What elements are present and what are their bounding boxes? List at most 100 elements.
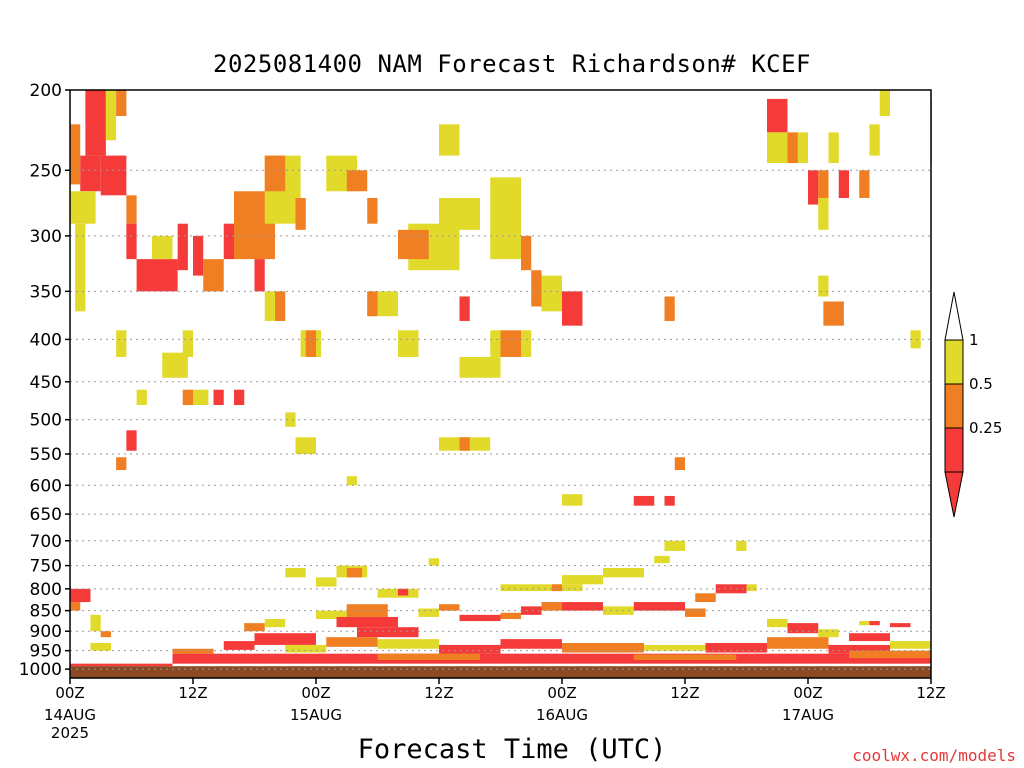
heatmap-cell	[823, 301, 844, 326]
heatmap-cell	[264, 155, 286, 192]
heatmap-cell	[562, 291, 583, 326]
heatmap-cell	[100, 631, 111, 638]
heatmap-cell	[767, 637, 829, 649]
heatmap-cell	[85, 90, 106, 156]
heatmap-cell	[285, 567, 306, 578]
heatmap-cell	[254, 633, 316, 645]
heatmap-cell	[521, 606, 542, 615]
heatmap-cell	[910, 330, 921, 349]
credit-link[interactable]: coolwx.com/models	[852, 746, 1016, 765]
heatmap-cell	[664, 495, 675, 506]
heatmap-cell	[828, 644, 890, 654]
heatmap-cell	[521, 235, 532, 271]
heatmap-cell	[367, 291, 378, 317]
heatmap-cell	[633, 654, 737, 661]
y-tick-label: 700	[30, 532, 62, 552]
x-tick-date: 15AUG	[290, 706, 342, 724]
heatmap-cell	[182, 330, 193, 357]
heatmap-cell	[193, 235, 204, 276]
heatmap-cell	[541, 602, 562, 611]
y-tick-label: 900	[30, 622, 62, 642]
heatmap-cell	[275, 291, 286, 321]
chart-title: 2025081400 NAM Forecast Richardson# KCEF	[213, 50, 811, 78]
heatmap-cell	[213, 389, 224, 406]
legend-label: 0.25	[969, 419, 1002, 437]
heatmap-cell	[439, 644, 501, 654]
heatmap-cell	[644, 644, 706, 651]
heatmap-cell	[654, 555, 670, 564]
heatmap-cell	[80, 155, 101, 192]
y-tick-label: 1000	[19, 660, 62, 680]
heatmap-cell	[849, 633, 890, 642]
heatmap-cell	[177, 223, 188, 271]
heatmap-cell	[767, 619, 788, 628]
heatmap-cell	[377, 639, 439, 649]
heatmap-cell	[126, 223, 137, 260]
heatmap-cell	[695, 593, 716, 603]
x-tick-label: 00Z	[55, 684, 84, 702]
heatmap-cell	[182, 389, 193, 406]
heatmap-cell	[346, 476, 357, 486]
heatmap-cell	[126, 195, 137, 224]
heatmap-cell	[500, 612, 521, 620]
heatmap-cell	[869, 124, 880, 156]
heatmap-cell	[736, 540, 747, 551]
heatmap-cell	[295, 197, 306, 230]
heatmap-cell	[116, 90, 127, 117]
legend-top-arrow	[944, 291, 964, 341]
heatmap-cell	[551, 584, 562, 592]
heatmap-cell	[818, 170, 829, 198]
heatmap-cell	[459, 356, 501, 378]
heatmap-cell	[203, 259, 224, 292]
heatmap-cell	[849, 650, 931, 659]
heatmap-cell	[633, 602, 685, 611]
y-tick-label: 850	[30, 602, 62, 622]
heatmap-cell	[808, 170, 819, 205]
y-tick-label: 500	[30, 411, 62, 431]
heatmap-cell	[136, 389, 147, 406]
heatmap-cell	[603, 606, 634, 615]
heatmap-cell	[521, 330, 532, 357]
heatmap-cell	[172, 653, 931, 664]
heatmap-cell	[223, 223, 234, 260]
heatmap-cell	[316, 577, 337, 587]
heatmap-cell	[859, 170, 870, 198]
x-tick-label: 12Z	[178, 684, 207, 702]
heatmap-cell	[346, 604, 388, 617]
heatmap-cell	[500, 584, 583, 592]
heatmap-cell	[326, 637, 378, 647]
y-tick-label: 800	[30, 580, 62, 600]
heatmap-cell	[398, 588, 409, 596]
heatmap-cell	[428, 558, 439, 566]
y-tick-label: 650	[30, 505, 62, 525]
x-tick-year: 2025	[51, 724, 89, 742]
heatmap-cell	[285, 644, 327, 653]
heatmap-cell	[100, 155, 127, 196]
x-tick-date: 17AUG	[782, 706, 834, 724]
y-tick-label: 300	[30, 227, 62, 247]
heatmap-cell	[398, 330, 419, 357]
y-tick-label: 600	[30, 476, 62, 496]
y-tick-label: 250	[30, 161, 62, 181]
heatmap-cell	[136, 259, 178, 292]
heatmap-cell	[439, 197, 480, 230]
heatmap-cell	[459, 296, 470, 321]
heatmap-cell	[439, 124, 460, 156]
x-tick-label: 12Z	[424, 684, 453, 702]
heatmap-cell	[562, 575, 603, 585]
heatmap-cell	[674, 457, 685, 470]
heatmap-cell	[90, 614, 101, 632]
heatmap-cell	[295, 437, 316, 454]
heatmap-cell	[105, 90, 117, 141]
y-axis: 200 250 300 350 400 450 500 550 600 650 700 750 8008…	[19, 81, 70, 680]
heatmap-cell	[890, 623, 911, 628]
heatmap-cells	[70, 90, 932, 667]
legend-swatch	[944, 427, 964, 473]
ground-layer	[70, 666, 931, 678]
y-tick-label: 350	[30, 282, 62, 302]
legend-label: 1	[969, 331, 979, 349]
y-tick-label: 400	[30, 330, 62, 350]
x-tick-label: 00Z	[547, 684, 576, 702]
heatmap-cell	[705, 643, 767, 653]
legend-label: 0.5	[969, 375, 993, 393]
